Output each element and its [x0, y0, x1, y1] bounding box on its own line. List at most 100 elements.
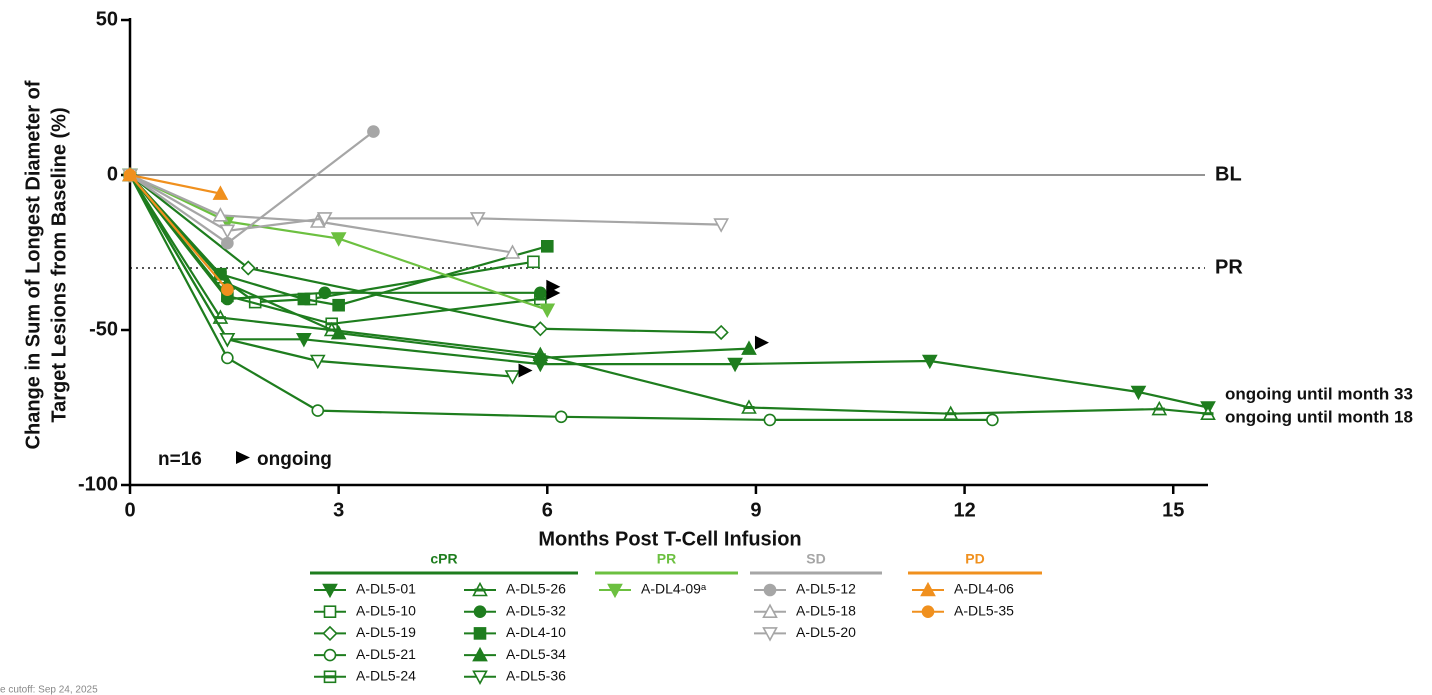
series-line [129, 174, 1209, 415]
data-point [504, 244, 521, 259]
legend-label: A-DL5-12 [796, 581, 856, 597]
data-point [221, 236, 234, 250]
legend-marker [472, 670, 488, 685]
y-tick-label: -50 [89, 318, 118, 340]
y-tick-label: 50 [96, 8, 118, 30]
legend-marker [473, 627, 487, 640]
legend-marker [323, 605, 337, 619]
data-point [219, 224, 236, 239]
data-point [332, 298, 345, 312]
legend-item: A-DL5-34 [464, 646, 566, 662]
legend-label: A-DL5-24 [356, 668, 416, 684]
legend-label: A-DL5-20 [796, 624, 856, 640]
data-point [713, 218, 730, 233]
y-axis-title: Target Lesions from Baseline (%) [48, 107, 70, 422]
legend-marker [322, 583, 338, 599]
ongoing-annotation: ongoing [257, 449, 332, 470]
data-point [318, 286, 332, 300]
data-point [316, 212, 333, 227]
legend-group-title: PD [965, 551, 984, 567]
reference-label: PR [1215, 256, 1243, 278]
legend-item: A-DL5-24 [314, 668, 416, 684]
legend-label: A-DL5-18 [796, 602, 856, 618]
series-line [129, 174, 722, 334]
data-point [297, 292, 311, 306]
legend-label: A-DL4-06 [954, 581, 1014, 597]
x-tick-label: 15 [1162, 499, 1184, 521]
legend-marker [322, 625, 338, 642]
data-point [212, 185, 229, 200]
data-point [713, 324, 729, 341]
y-tick-label: 0 [107, 163, 118, 185]
legend-label: A-DL5-10 [356, 602, 416, 618]
legend-label: A-DL4-10 [506, 624, 566, 640]
x-tick-label: 6 [542, 499, 553, 521]
legend-label: A-DL5-32 [506, 602, 566, 618]
data-point [367, 125, 380, 138]
legend-item: A-DL5-10 [314, 602, 416, 618]
legend-marker [323, 648, 337, 662]
x-tick-label: 9 [750, 499, 761, 521]
series-line [129, 174, 513, 378]
data-point [532, 321, 548, 337]
legend-label: A-DL5-19 [356, 624, 416, 640]
legend-item: A-DL5-35 [912, 602, 1014, 618]
data-point [741, 340, 757, 355]
data-point [554, 410, 568, 424]
legend-marker [607, 583, 623, 599]
series-line [129, 174, 229, 291]
data-point [296, 332, 312, 348]
series-note: ongoing until month 18 [1225, 407, 1413, 426]
data-point [219, 332, 236, 348]
data-point [540, 240, 554, 253]
data-point [986, 413, 999, 427]
data-point [527, 255, 540, 269]
y-tick-label: -100 [78, 473, 118, 495]
data-point [727, 357, 743, 373]
ongoing-arrow [754, 335, 769, 350]
data-point [504, 370, 521, 385]
data-point [330, 232, 347, 247]
legend-label: A-DL5-36 [506, 668, 566, 684]
legend-label: A-DL5-21 [356, 646, 416, 662]
x-tick-label: 3 [333, 499, 344, 521]
legend-group-title: SD [806, 551, 825, 567]
data-point [921, 354, 938, 370]
legend-marker [473, 605, 487, 619]
legend-item: A-DL4-09ᵃ [599, 581, 707, 599]
series-line [129, 174, 993, 421]
legend-marker [920, 581, 936, 597]
legend-item: A-DL5-20 [754, 624, 856, 642]
legend-marker [762, 627, 778, 642]
reference-label: BL [1215, 163, 1242, 185]
data-point [212, 207, 229, 222]
legend-group-title: PR [657, 551, 676, 567]
legend-item: A-DL5-26 [464, 581, 566, 597]
legend-label: A-DL5-34 [506, 646, 566, 662]
data-point [534, 286, 547, 300]
legend-label: A-DL4-09ᵃ [641, 581, 707, 597]
legend-item: A-DL5-36 [464, 668, 566, 685]
series-line [129, 130, 375, 245]
n-annotation: n=16 [158, 449, 202, 470]
legend-item: A-DL5-18 [754, 602, 856, 618]
data-point [532, 349, 549, 365]
x-tick-label: 12 [953, 499, 975, 521]
ongoing-legend-arrow [236, 451, 250, 464]
legend-item: A-DL5-21 [314, 646, 416, 662]
legend-item: A-DL5-12 [754, 581, 856, 597]
data-point [763, 413, 777, 427]
legend-label: A-DL5-01 [356, 581, 416, 597]
data-point [221, 283, 234, 297]
data-point [221, 351, 234, 365]
footnote: e cutoff: Sep 24, 2025 [0, 685, 98, 695]
legend-marker [472, 646, 488, 662]
series-line [129, 174, 541, 301]
ongoing-arrow [546, 279, 561, 294]
ongoing-arrow [518, 363, 533, 378]
data-point [469, 212, 486, 227]
series-note: ongoing until month 33 [1225, 384, 1413, 403]
series-line [129, 174, 1209, 409]
data-point [240, 260, 256, 276]
data-point [311, 404, 325, 417]
